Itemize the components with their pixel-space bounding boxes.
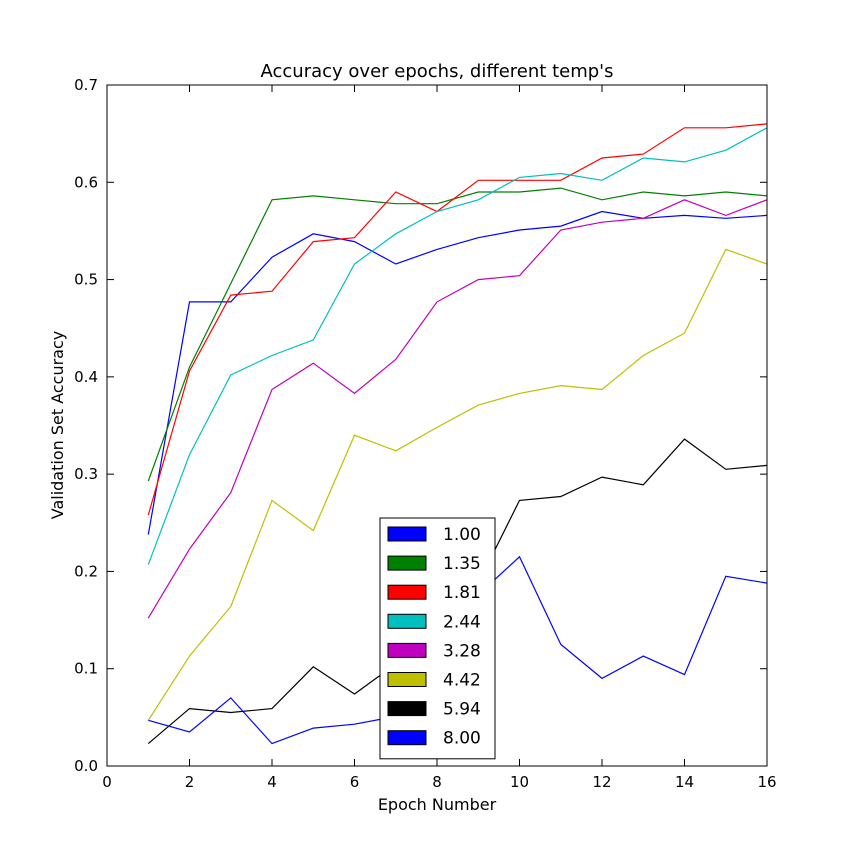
legend-label: 4.42	[443, 671, 481, 691]
y-tick-label: 0.1	[74, 660, 98, 678]
legend-swatch	[387, 613, 427, 629]
y-tick-label: 0.4	[74, 368, 98, 386]
legend: 1.00 1.35 1.81 2.44 3.28 4.42 5.94 8.00	[379, 517, 496, 760]
legend-label: 1.81	[443, 583, 481, 603]
legend-swatch	[387, 642, 427, 658]
legend-label: 1.35	[443, 554, 481, 574]
chart-title: Accuracy over epochs, different temp's	[261, 61, 614, 82]
series-line-3-28	[147, 199, 768, 619]
series-line-1-81	[147, 123, 768, 516]
legend-swatch	[387, 526, 427, 542]
y-tick-label: 0.7	[74, 76, 98, 94]
x-tick-label: 14	[675, 773, 694, 791]
y-axis: 0.0 0.1 0.2 0.3 0.4 0.5 0.6 0.7	[74, 76, 767, 775]
series-line-1-00	[147, 210, 768, 535]
x-tick-label: 0	[102, 773, 112, 791]
series-line-2-44	[147, 127, 768, 565]
x-tick-label: 10	[510, 773, 529, 791]
y-tick-label: 0.2	[74, 562, 98, 580]
legend-label: 2.44	[443, 612, 481, 632]
x-tick-label: 6	[350, 773, 360, 791]
x-tick-label: 12	[592, 773, 611, 791]
x-tick-label: 8	[432, 773, 442, 791]
y-axis-label: Validation Set Accuracy	[48, 331, 67, 520]
x-tick-label: 16	[757, 773, 776, 791]
x-axis-label: Epoch Number	[378, 795, 497, 814]
legend-swatch	[387, 584, 427, 600]
legend-swatch	[387, 672, 427, 687]
legend-swatch	[387, 730, 427, 746]
legend-label: 1.00	[443, 525, 481, 545]
series-line-1-35	[147, 187, 768, 482]
legend-swatch	[387, 701, 427, 717]
series-lines	[147, 123, 768, 745]
y-tick-label: 0.5	[74, 271, 98, 289]
series-line-4-42	[147, 248, 768, 721]
legend-label: 5.94	[443, 700, 481, 720]
x-axis: 0 2 4 6 8 10 12 14 16	[102, 85, 777, 791]
legend-swatch	[387, 555, 427, 571]
legend-label: 8.00	[443, 729, 481, 749]
x-tick-label: 2	[185, 773, 195, 791]
y-tick-label: 0.6	[74, 173, 98, 191]
legend-label: 3.28	[443, 641, 481, 661]
y-tick-label: 0.0	[74, 757, 98, 775]
x-tick-label: 4	[267, 773, 277, 791]
y-tick-label: 0.3	[74, 465, 98, 483]
